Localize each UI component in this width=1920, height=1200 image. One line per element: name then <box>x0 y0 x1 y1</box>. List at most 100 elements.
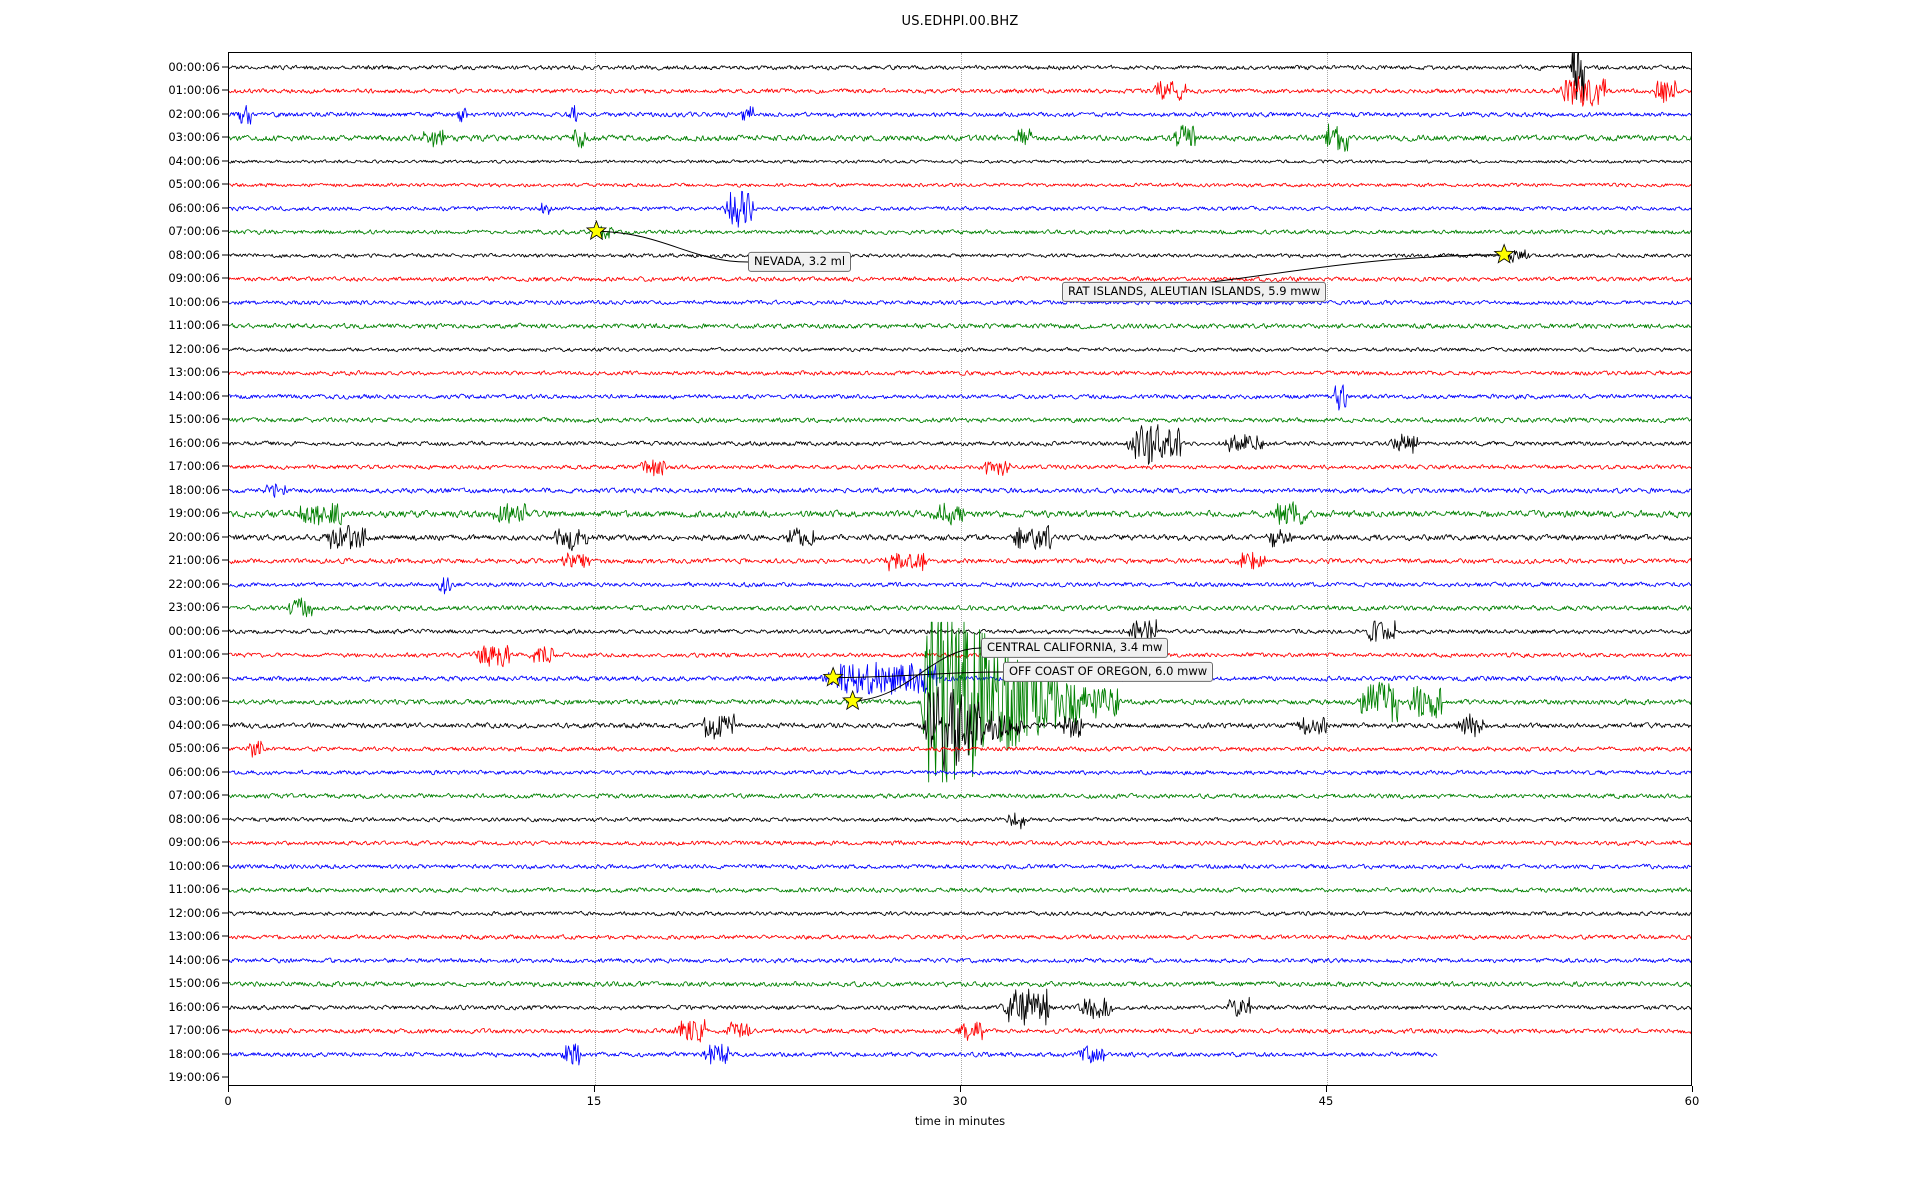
y-tick-mark-10 <box>222 301 228 303</box>
y-tick-mark-24 <box>222 630 228 632</box>
y-tick-mark-40 <box>222 1006 228 1008</box>
y-tick-mark-13 <box>222 371 228 373</box>
y-tick-label-3: 03:00:06 <box>168 130 220 145</box>
y-tick-label-23: 23:00:06 <box>168 600 220 615</box>
y-tick-mark-28 <box>222 724 228 726</box>
y-tick-label-42: 18:00:06 <box>168 1046 220 1061</box>
y-tick-label-15: 15:00:06 <box>168 412 220 427</box>
y-tick-label-37: 13:00:06 <box>168 929 220 944</box>
trace-row-14 <box>229 384 1691 411</box>
x-tick-label-0: 0 <box>224 1094 232 1108</box>
trace-row-16 <box>229 424 1691 465</box>
gridline-30min <box>961 53 963 1085</box>
y-tick-label-35: 11:00:06 <box>168 882 220 897</box>
trace-row-17 <box>229 459 1691 477</box>
y-tick-mark-6 <box>222 207 228 209</box>
y-tick-mark-15 <box>222 418 228 420</box>
y-tick-label-36: 12:00:06 <box>168 905 220 920</box>
trace-row-35 <box>229 886 1691 894</box>
trace-row-18 <box>229 483 1691 498</box>
y-tick-label-43: 19:00:06 <box>168 1070 220 1085</box>
y-tick-label-38: 14:00:06 <box>168 952 220 967</box>
y-tick-mark-29 <box>222 747 228 749</box>
y-tick-mark-34 <box>222 865 228 867</box>
y-tick-label-25: 01:00:06 <box>168 647 220 662</box>
y-tick-label-22: 22:00:06 <box>168 576 220 591</box>
trace-row-21 <box>229 551 1691 572</box>
y-tick-label-16: 16:00:06 <box>168 435 220 450</box>
y-tick-mark-20 <box>222 536 228 538</box>
trace-row-15 <box>229 416 1691 424</box>
y-tick-mark-22 <box>222 583 228 585</box>
trace-row-11 <box>229 322 1691 330</box>
y-tick-label-39: 15:00:06 <box>168 976 220 991</box>
trace-row-39 <box>229 980 1691 988</box>
y-tick-label-21: 21:00:06 <box>168 553 220 568</box>
trace-row-12 <box>229 346 1691 353</box>
trace-row-10 <box>229 299 1691 306</box>
y-tick-mark-31 <box>222 794 228 796</box>
y-tick-mark-23 <box>222 606 228 608</box>
y-tick-mark-39 <box>222 982 228 984</box>
y-tick-label-31: 07:00:06 <box>168 788 220 803</box>
trace-row-7 <box>229 225 1691 240</box>
x-tick-mark-60 <box>1692 1086 1693 1092</box>
trace-row-25 <box>229 644 1691 668</box>
y-tick-mark-43 <box>222 1076 228 1078</box>
x-axis-label: time in minutes <box>914 1114 1006 1128</box>
x-tick-mark-0 <box>228 1086 229 1092</box>
y-tick-mark-41 <box>222 1029 228 1031</box>
y-tick-label-12: 12:00:06 <box>168 341 220 356</box>
y-tick-mark-36 <box>222 912 228 914</box>
y-tick-mark-33 <box>222 841 228 843</box>
y-tick-mark-26 <box>222 677 228 679</box>
trace-row-19 <box>229 501 1691 526</box>
y-tick-label-2: 02:00:06 <box>168 106 220 121</box>
y-tick-label-19: 19:00:06 <box>168 506 220 521</box>
y-tick-mark-18 <box>222 489 228 491</box>
x-tick-mark-30 <box>960 1086 961 1092</box>
trace-row-33 <box>229 840 1691 847</box>
y-tick-mark-32 <box>222 818 228 820</box>
trace-row-23 <box>229 597 1691 618</box>
y-tick-label-6: 06:00:06 <box>168 200 220 215</box>
y-tick-mark-11 <box>222 324 228 326</box>
trace-row-30 <box>229 769 1691 776</box>
y-tick-mark-4 <box>222 160 228 162</box>
y-tick-mark-25 <box>222 653 228 655</box>
trace-row-38 <box>229 957 1691 964</box>
y-tick-label-1: 01:00:06 <box>168 83 220 98</box>
y-tick-label-10: 10:00:06 <box>168 294 220 309</box>
y-tick-mark-21 <box>222 559 228 561</box>
trace-row-41 <box>229 1018 1691 1043</box>
x-tick-label-45: 45 <box>1318 1094 1334 1108</box>
y-tick-label-34: 10:00:06 <box>168 858 220 873</box>
y-tick-label-0: 00:00:06 <box>168 59 220 74</box>
trace-row-32 <box>229 812 1691 830</box>
x-tick-mark-45 <box>1326 1086 1327 1092</box>
trace-row-3 <box>229 123 1691 152</box>
y-tick-mark-17 <box>222 465 228 467</box>
y-tick-mark-16 <box>222 442 228 444</box>
y-tick-mark-3 <box>222 136 228 138</box>
x-tick-label-15: 15 <box>586 1094 602 1108</box>
y-tick-label-4: 04:00:06 <box>168 153 220 168</box>
y-tick-label-11: 11:00:06 <box>168 318 220 333</box>
gridline-45min <box>1327 53 1329 1085</box>
x-tick-mark-15 <box>594 1086 595 1092</box>
y-tick-label-9: 09:00:06 <box>168 271 220 286</box>
x-tick-label-60: 60 <box>1684 1094 1700 1108</box>
y-tick-label-17: 17:00:06 <box>168 459 220 474</box>
trace-row-36 <box>229 910 1691 917</box>
y-tick-mark-27 <box>222 700 228 702</box>
y-tick-mark-5 <box>222 183 228 185</box>
y-tick-label-28: 04:00:06 <box>168 717 220 732</box>
y-tick-label-41: 17:00:06 <box>168 1023 220 1038</box>
y-tick-mark-12 <box>222 348 228 350</box>
gridline-15min <box>595 53 597 1085</box>
y-axis-ticks: 00:00:06 01:00:06 02:00:06 03:00:06 04:00:06… <box>112 52 220 1086</box>
y-tick-mark-7 <box>222 230 228 232</box>
y-tick-label-14: 14:00:06 <box>168 388 220 403</box>
y-tick-mark-9 <box>222 277 228 279</box>
trace-row-1 <box>229 76 1691 107</box>
